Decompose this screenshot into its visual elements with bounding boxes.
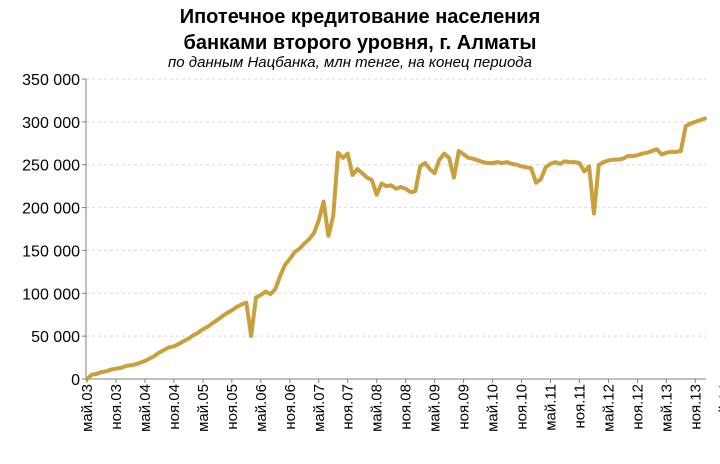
x-tick-label: ноя.03 — [108, 384, 125, 430]
x-tick-label: май.09 — [427, 384, 444, 432]
x-tick-label: ноя.06 — [282, 384, 299, 430]
x-tick-label: май.12 — [600, 384, 617, 432]
chart-subtitle: по данным Нацбанка, млн тенге, на конец … — [168, 54, 532, 71]
x-tick-label: ноя.09 — [456, 384, 473, 430]
x-tick-label: ноя.13 — [687, 384, 704, 430]
y-tick-label: 0 — [71, 372, 80, 389]
y-tick-label: 50 000 — [31, 329, 80, 346]
y-tick-label: 200 000 — [22, 201, 80, 218]
chart-title-line2: банками второго уровня, г. Алматы — [183, 32, 537, 54]
chart-title-line1: Ипотечное кредитование населения — [179, 6, 541, 28]
y-tick-label: 150 000 — [22, 243, 80, 260]
x-tick-label: май.13 — [658, 384, 675, 432]
x-tick-label: ноя.12 — [629, 384, 646, 430]
series-line — [85, 116, 707, 381]
x-tick-label: ноя.08 — [398, 384, 415, 430]
x-tick-label: май.03 — [79, 384, 96, 432]
x-tick-label: май.07 — [311, 384, 328, 432]
x-tick-label: ноя.04 — [166, 384, 183, 430]
x-tick-label: май.08 — [369, 384, 386, 432]
x-tick-label: ноя.10 — [514, 384, 531, 430]
y-tick-label: 300 000 — [22, 115, 80, 132]
chart-title: Ипотечное кредитование населения банками… — [0, 4, 720, 56]
x-tick-label: май.05 — [195, 384, 212, 432]
x-tick-label: май.04 — [137, 384, 154, 432]
y-tick-label: 250 000 — [22, 158, 80, 175]
x-tick-label: ноя.05 — [224, 384, 241, 430]
x-tick-label: май.06 — [253, 384, 270, 432]
x-tick-label: май.14 — [716, 384, 720, 432]
x-tick-label: май.11 — [543, 384, 560, 431]
y-tick-label: 350 000 — [22, 72, 80, 89]
x-tick-label: ноя.07 — [340, 384, 357, 430]
x-tick-label: ноя.11 — [572, 384, 589, 429]
x-tick-label: май.10 — [485, 384, 502, 432]
y-tick-label: 100 000 — [22, 286, 80, 303]
